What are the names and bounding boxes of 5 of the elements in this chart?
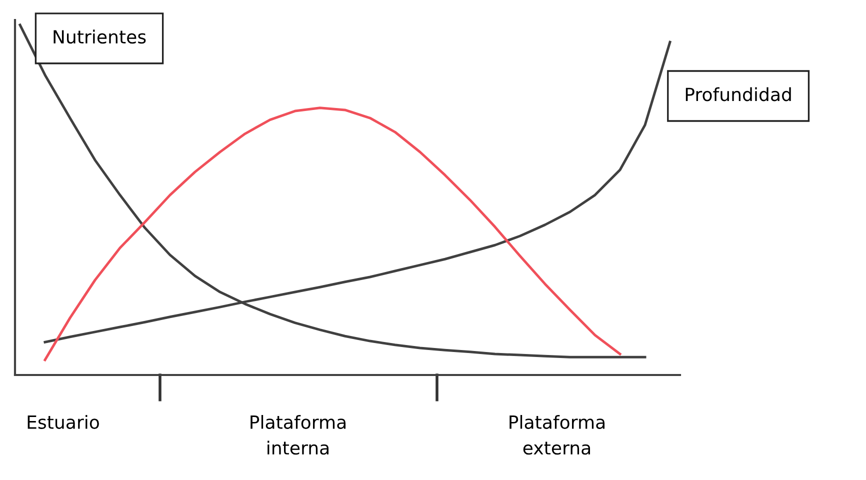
text: Plataforma externa	[510, 415, 604, 455]
text: Estuario	[28, 415, 99, 429]
series-label: Nutrientes	[54, 30, 146, 44]
series-label: Profundidad	[686, 87, 791, 102]
text: Plataforma interna	[250, 415, 346, 455]
